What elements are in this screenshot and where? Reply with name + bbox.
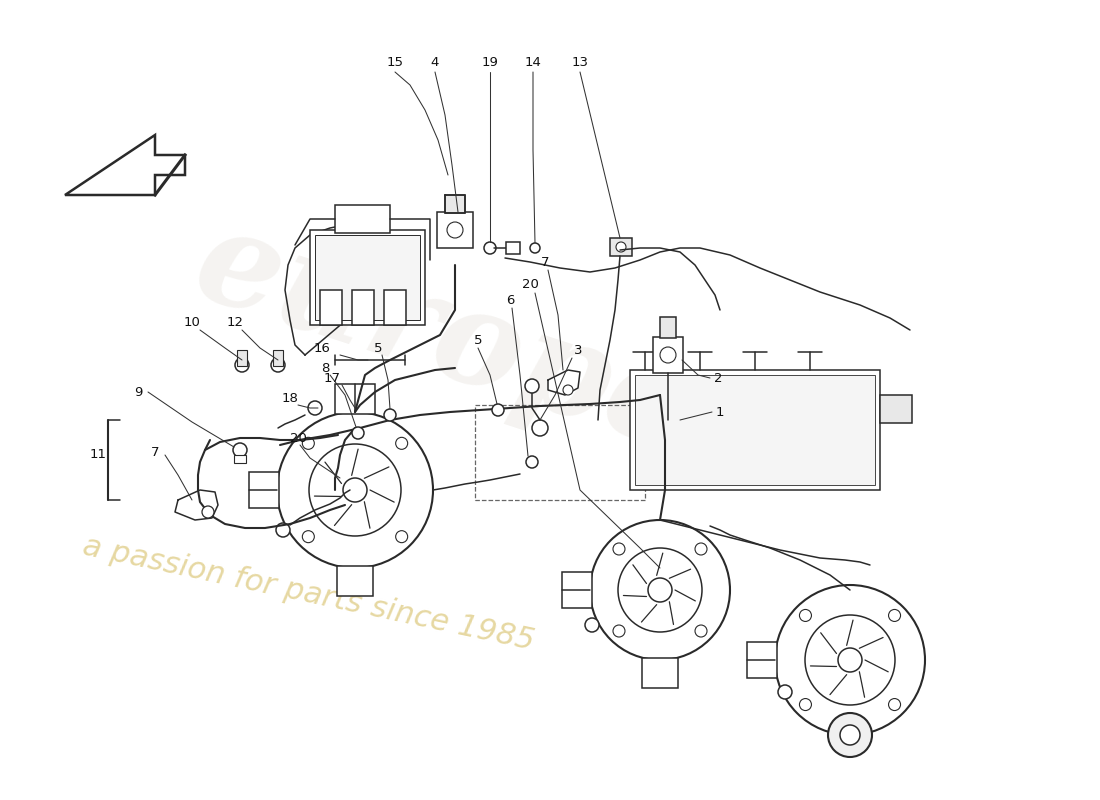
Circle shape — [277, 412, 433, 568]
Circle shape — [838, 648, 862, 672]
Circle shape — [618, 548, 702, 632]
Bar — [315, 235, 420, 320]
Bar — [336, 205, 390, 233]
Bar — [880, 395, 912, 423]
Bar — [630, 370, 880, 490]
Text: 17: 17 — [323, 371, 341, 385]
Circle shape — [235, 358, 249, 372]
Bar — [653, 337, 683, 373]
Bar — [310, 230, 425, 325]
Circle shape — [525, 379, 539, 393]
Circle shape — [889, 610, 901, 622]
Text: 16: 16 — [314, 342, 330, 354]
Circle shape — [532, 420, 548, 436]
Circle shape — [202, 506, 215, 518]
Circle shape — [828, 713, 872, 757]
Text: 9: 9 — [134, 386, 142, 398]
Bar — [384, 290, 406, 325]
Text: 4: 4 — [431, 55, 439, 69]
Text: 20: 20 — [289, 431, 307, 445]
Circle shape — [695, 625, 707, 637]
Text: a passion for parts since 1985: a passion for parts since 1985 — [80, 532, 537, 656]
Bar — [747, 642, 777, 678]
Text: 11: 11 — [89, 449, 107, 462]
Text: 7: 7 — [151, 446, 160, 458]
Bar — [337, 566, 373, 596]
Bar — [635, 375, 874, 485]
Circle shape — [800, 610, 812, 622]
Text: 3: 3 — [574, 343, 582, 357]
Circle shape — [492, 404, 504, 416]
Circle shape — [805, 615, 895, 705]
Circle shape — [233, 443, 248, 457]
Circle shape — [276, 523, 290, 537]
Bar — [336, 384, 375, 414]
Text: 2: 2 — [714, 371, 723, 385]
Bar — [562, 572, 592, 608]
Bar — [610, 238, 632, 256]
Circle shape — [800, 698, 812, 710]
Circle shape — [889, 698, 901, 710]
Text: 7: 7 — [541, 255, 549, 269]
Circle shape — [384, 409, 396, 421]
Circle shape — [302, 530, 315, 542]
Circle shape — [840, 725, 860, 745]
Circle shape — [352, 427, 364, 439]
Circle shape — [396, 438, 408, 450]
Circle shape — [563, 385, 573, 395]
Circle shape — [648, 578, 672, 602]
Circle shape — [484, 242, 496, 254]
Circle shape — [585, 618, 600, 632]
Text: 5: 5 — [374, 342, 383, 354]
Text: 1: 1 — [716, 406, 724, 418]
Circle shape — [695, 543, 707, 555]
Circle shape — [396, 530, 408, 542]
Polygon shape — [65, 135, 185, 195]
Circle shape — [530, 243, 540, 253]
Bar — [352, 290, 374, 325]
Bar — [437, 212, 473, 248]
Circle shape — [616, 242, 626, 252]
Circle shape — [776, 585, 925, 735]
Circle shape — [308, 401, 322, 415]
Bar — [660, 317, 676, 338]
Circle shape — [309, 444, 402, 536]
Circle shape — [613, 625, 625, 637]
Circle shape — [343, 478, 367, 502]
Polygon shape — [175, 490, 218, 520]
Circle shape — [526, 456, 538, 468]
Circle shape — [778, 685, 792, 699]
Circle shape — [302, 438, 315, 450]
Bar — [234, 455, 246, 463]
Text: 13: 13 — [572, 55, 588, 69]
Text: 8: 8 — [321, 362, 329, 374]
Bar — [236, 350, 248, 366]
Bar — [475, 405, 645, 500]
Text: 19: 19 — [482, 55, 498, 69]
Bar — [320, 290, 342, 325]
Bar — [446, 195, 465, 213]
Circle shape — [271, 358, 285, 372]
Text: 10: 10 — [184, 315, 200, 329]
Text: 15: 15 — [386, 55, 404, 69]
Bar — [642, 658, 678, 688]
Circle shape — [447, 222, 463, 238]
Text: 12: 12 — [227, 315, 243, 329]
Text: 20: 20 — [521, 278, 538, 291]
Text: 6: 6 — [506, 294, 514, 306]
Bar — [249, 472, 279, 508]
Polygon shape — [548, 370, 580, 395]
Circle shape — [660, 347, 676, 363]
Text: europeS: europeS — [180, 197, 800, 508]
Circle shape — [590, 520, 730, 660]
Bar — [273, 350, 283, 366]
Bar — [506, 242, 520, 254]
Text: 14: 14 — [525, 55, 541, 69]
Text: 5: 5 — [474, 334, 482, 346]
Circle shape — [613, 543, 625, 555]
Text: 18: 18 — [282, 391, 298, 405]
